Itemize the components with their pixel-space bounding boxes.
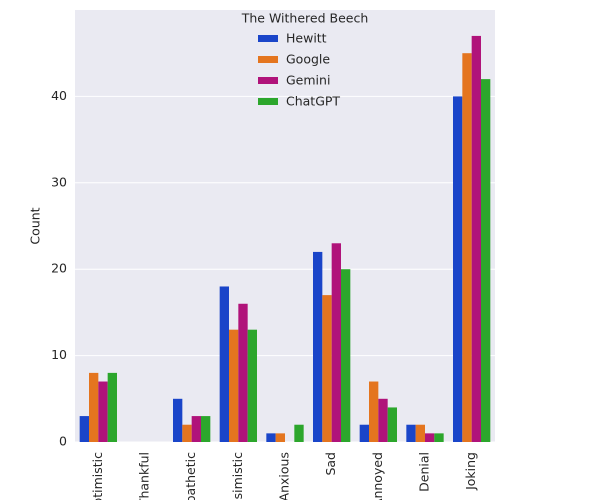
bar bbox=[173, 398, 183, 442]
plot-background bbox=[75, 10, 495, 442]
bar bbox=[406, 424, 416, 442]
legend-title: The Withered Beech bbox=[241, 11, 369, 26]
x-tick-label: Optimistic bbox=[90, 452, 105, 500]
y-axis-label: Count bbox=[28, 207, 43, 244]
x-tick-label: Sad bbox=[323, 452, 338, 476]
bar bbox=[247, 329, 257, 442]
legend-swatch bbox=[258, 77, 278, 84]
bar bbox=[201, 416, 211, 442]
bar bbox=[322, 295, 332, 442]
bar bbox=[331, 243, 341, 442]
bar bbox=[471, 35, 481, 443]
bar bbox=[79, 416, 89, 442]
bar bbox=[266, 433, 276, 442]
bar bbox=[229, 329, 239, 442]
bar bbox=[219, 286, 229, 442]
y-tick-label: 0 bbox=[59, 434, 67, 449]
y-tick-label: 40 bbox=[51, 88, 67, 103]
bar bbox=[313, 251, 323, 442]
bar bbox=[434, 433, 444, 442]
legend-swatch bbox=[258, 98, 278, 105]
bar bbox=[369, 381, 379, 442]
legend-label: Google bbox=[286, 52, 330, 67]
x-tick-label: Thankful bbox=[137, 452, 152, 500]
x-tick-label: Empathetic bbox=[183, 452, 198, 500]
bar bbox=[359, 424, 369, 442]
legend-swatch bbox=[258, 56, 278, 63]
bar bbox=[238, 303, 248, 442]
bar bbox=[415, 424, 425, 442]
bar bbox=[182, 424, 192, 442]
x-tick-label: Annoyed bbox=[370, 452, 385, 500]
bar bbox=[425, 433, 435, 442]
x-tick-label: Pessimistic bbox=[230, 452, 245, 500]
bar bbox=[191, 416, 201, 442]
y-tick-label: 10 bbox=[51, 347, 67, 362]
bar bbox=[89, 372, 99, 442]
y-tick-label: 30 bbox=[51, 174, 67, 189]
bar bbox=[98, 381, 108, 442]
x-tick-label: Joking bbox=[463, 452, 478, 491]
legend-label: Gemini bbox=[286, 73, 330, 88]
bar bbox=[462, 53, 472, 442]
bar bbox=[294, 424, 304, 442]
x-tick-label: Denial bbox=[417, 452, 432, 492]
bar bbox=[387, 407, 397, 442]
legend-swatch bbox=[258, 35, 278, 42]
legend-label: ChatGPT bbox=[286, 94, 340, 109]
bar bbox=[378, 398, 388, 442]
bar bbox=[107, 372, 117, 442]
legend-label: Hewitt bbox=[286, 31, 327, 46]
bar bbox=[275, 433, 285, 442]
bar bbox=[481, 79, 491, 443]
x-tick-label: Anxious bbox=[277, 452, 292, 500]
bar bbox=[453, 96, 463, 443]
bar bbox=[341, 269, 351, 442]
y-tick-label: 20 bbox=[51, 261, 67, 276]
